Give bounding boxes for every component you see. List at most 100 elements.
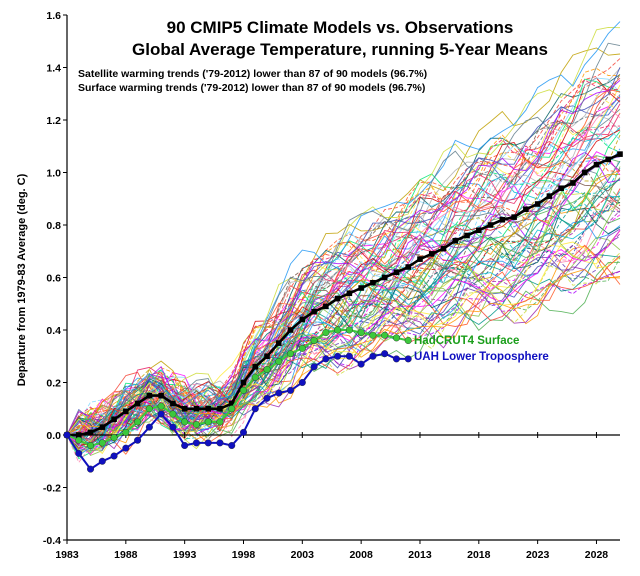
uah-point (216, 439, 224, 447)
model-mean-point (205, 405, 211, 412)
uah-point (134, 436, 142, 444)
model-run-line (66, 207, 621, 448)
uah-point (239, 428, 247, 436)
x-tick-label: 1988 (114, 549, 138, 561)
hadcrut4-point (392, 334, 400, 342)
uah-point (122, 444, 130, 452)
model-mean-point (170, 400, 176, 407)
model-run-line (66, 94, 621, 439)
model-mean-point (617, 151, 623, 157)
model-mean-point (87, 429, 94, 436)
hadcrut4-point (334, 326, 342, 334)
model-mean-point (264, 353, 270, 360)
model-mean-point (287, 327, 294, 333)
y-axis-label: Departure from 1979-83 Average (deg. C) (16, 173, 28, 387)
y-tick-label: 0.8 (46, 220, 61, 232)
model-mean-point (381, 274, 388, 281)
uah-point (63, 431, 71, 439)
uah-point (169, 423, 177, 431)
x-tick-label: 1998 (232, 549, 256, 561)
y-tick-label: 0.6 (46, 273, 61, 285)
hadcrut4-point (145, 405, 153, 413)
model-mean-point (558, 185, 564, 192)
model-mean-point (193, 405, 200, 412)
model-mean-point (99, 424, 106, 430)
hadcrut4-point (275, 358, 283, 366)
x-tick-label: 2008 (349, 549, 373, 561)
x-tick-label: 2018 (467, 549, 491, 561)
hadcrut4-point (181, 418, 189, 426)
model-mean-point (405, 264, 412, 270)
model-run-line (66, 67, 621, 440)
chart-title: 90 CMIP5 Climate Models vs. Observations (166, 18, 514, 37)
y-tick-label: -0.4 (43, 535, 61, 547)
y-tick-label: -0.2 (43, 483, 61, 495)
model-run-line (66, 192, 621, 436)
uah-point (251, 405, 259, 413)
model-run-line (66, 169, 621, 440)
model-mean-point (452, 237, 459, 244)
model-run-line (66, 156, 621, 436)
y-tick-label: 1.0 (46, 168, 61, 180)
model-mean-point (487, 222, 494, 228)
model-run-line (66, 190, 621, 449)
uah-point (287, 386, 295, 394)
uah-point (204, 439, 212, 447)
model-mean-point (581, 169, 588, 176)
model-mean-point (428, 251, 435, 257)
uah-point (75, 449, 83, 457)
model-mean-point (123, 408, 129, 415)
model-run-line (66, 127, 621, 436)
model-run-line (66, 194, 621, 442)
uah-point (404, 355, 412, 363)
uah-point (181, 442, 189, 450)
uah-label: UAH Lower Troposphere (414, 351, 549, 363)
hadcrut4-point (310, 337, 318, 345)
model-run-line (66, 127, 621, 448)
uah-point (192, 439, 200, 447)
hadcrut4-point (75, 436, 83, 444)
hadcrut4-label: HadCRUT4 Surface (414, 335, 520, 347)
model-mean-point (323, 303, 329, 310)
model-mean-point (523, 206, 529, 213)
y-tick-label: 1.2 (46, 115, 61, 127)
model-mean-point (275, 340, 282, 346)
uah-point (228, 442, 236, 450)
model-mean-point (605, 156, 612, 163)
model-mean-point (476, 227, 482, 234)
uah-point (98, 457, 106, 465)
hadcrut4-point (157, 402, 165, 410)
model-run-line (66, 80, 621, 436)
hadcrut4-point (263, 365, 271, 373)
model-mean-point (240, 379, 247, 386)
model-mean-point (593, 161, 600, 168)
model-run-line (66, 194, 621, 437)
hadcrut4-point (381, 331, 389, 339)
hadcrut4-point (404, 337, 412, 345)
model-mean-point (311, 308, 317, 315)
model-mean-point (358, 285, 364, 291)
model-mean-point (464, 232, 470, 239)
chart-subtitle: Global Average Temperature, running 5-Ye… (132, 40, 548, 59)
uah-point (334, 352, 342, 360)
hadcrut4-point (287, 350, 295, 358)
hadcrut4-point (298, 344, 306, 352)
axes: -0.4 -0.2 0.0 0.2 0.4 0.6 0.8 1.0 1.2 1.4 1.6 1983 1… (43, 10, 620, 561)
model-mean-point (393, 269, 400, 276)
hadcrut4-point (204, 418, 212, 426)
x-tick-label: 1983 (55, 549, 79, 561)
model-mean-point (217, 405, 223, 412)
hadcrut4-point (345, 326, 353, 334)
model-mean-point (417, 256, 423, 262)
uah-point (310, 363, 318, 371)
y-tick-label: 1.4 (46, 63, 61, 75)
model-mean-point (146, 392, 153, 399)
y-tick-label: 0.4 (46, 325, 61, 337)
model-run-line (66, 194, 621, 464)
uah-point (369, 352, 377, 360)
uah-point (110, 452, 118, 460)
uah-point (275, 389, 283, 397)
x-tick-label: 2003 (291, 549, 315, 561)
y-tick-label: 0.2 (46, 378, 61, 390)
